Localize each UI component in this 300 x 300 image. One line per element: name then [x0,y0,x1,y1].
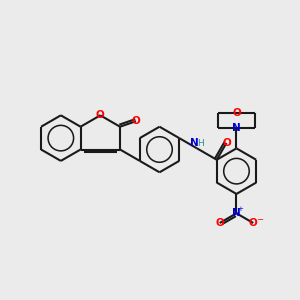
Text: O: O [96,110,105,120]
Text: O: O [232,108,241,118]
Text: N: N [232,208,241,218]
Text: −: − [256,215,263,224]
Text: O: O [222,138,231,148]
Text: O: O [132,116,140,126]
Text: +: + [238,206,243,212]
Text: N: N [232,123,241,133]
Text: H: H [198,139,204,148]
Text: N: N [190,138,198,148]
Text: O: O [215,218,224,228]
Text: O: O [249,218,258,228]
